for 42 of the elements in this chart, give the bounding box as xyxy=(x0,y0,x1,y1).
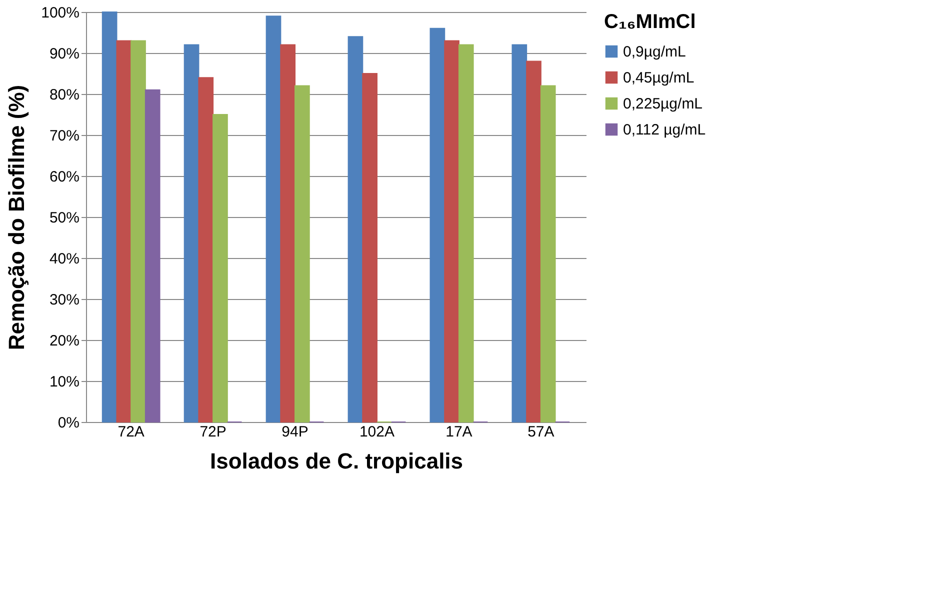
y-tick-label: 10% xyxy=(49,374,80,390)
bar xyxy=(102,12,118,422)
x-tick-label: 72A xyxy=(118,424,144,440)
legend-title: C₁₆MImCl xyxy=(604,11,696,33)
y-tick-label: 80% xyxy=(49,86,80,104)
y-tick-label: 20% xyxy=(49,332,80,350)
y-tick-label: 60% xyxy=(49,168,80,186)
y-tick-label: 30% xyxy=(49,292,80,308)
bar xyxy=(294,85,310,422)
x-tick-label: 94P xyxy=(282,424,308,440)
y-tick-label: 100% xyxy=(41,4,80,22)
bar xyxy=(458,44,474,422)
bar xyxy=(266,16,282,422)
y-axis-title: Remoção do Biofilme (%) xyxy=(4,84,30,350)
x-tick-label: 72P xyxy=(200,424,226,440)
bar xyxy=(144,89,160,422)
bar xyxy=(540,85,556,422)
x-tick-label: 17A xyxy=(446,424,472,440)
y-tick-label: 40% xyxy=(49,250,80,268)
y-tick-label: 90% xyxy=(49,46,80,62)
bar xyxy=(362,73,378,422)
bar xyxy=(512,44,528,422)
bar xyxy=(526,60,542,422)
bar xyxy=(444,40,460,422)
x-tick-label: 57A xyxy=(528,424,554,440)
y-tick-label: 70% xyxy=(49,128,80,144)
y-tick-label: 50% xyxy=(49,210,80,226)
legend-label: 0,9µg/mL xyxy=(623,44,686,60)
x-axis-title: Isolados de C. tropicalis xyxy=(210,448,464,474)
bar xyxy=(198,77,214,422)
bar xyxy=(348,36,364,422)
legend-label: 0,225µg/mL xyxy=(623,96,703,112)
x-tick-label: 102A xyxy=(359,424,395,440)
bar xyxy=(430,28,446,422)
bar xyxy=(116,40,132,422)
legend-label: 0,45µg/mL xyxy=(623,70,694,86)
bar xyxy=(280,44,296,422)
bar xyxy=(130,40,146,422)
legend-label: 0,112 µg/mL xyxy=(623,122,706,138)
bar xyxy=(184,44,200,422)
bar xyxy=(212,114,228,422)
y-tick-label: 0% xyxy=(58,414,80,432)
